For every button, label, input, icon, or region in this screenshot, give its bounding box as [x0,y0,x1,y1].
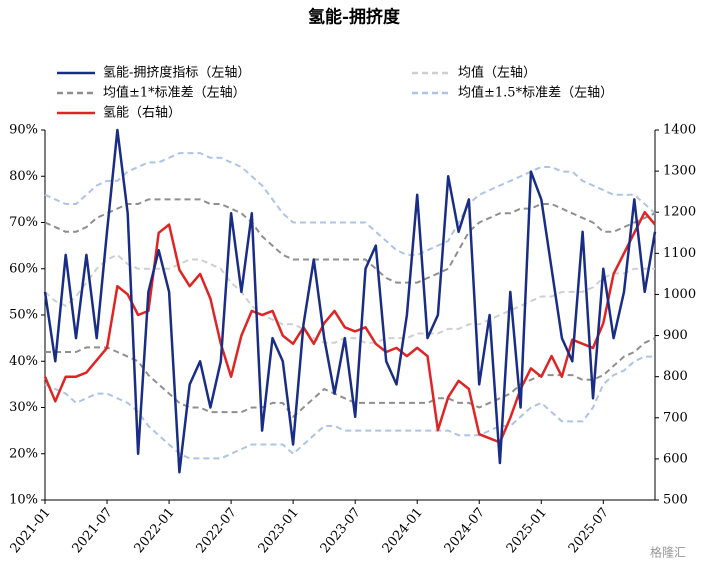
x-tick-label: 2025-07 [566,505,612,556]
y2-tick-label: 1100 [663,246,696,261]
x-tick-label: 2024-07 [442,505,488,556]
legend-label: 均值（左轴） [458,65,536,81]
series-line [44,253,655,344]
series-line [44,355,655,460]
x-tick-label: 2022-07 [194,505,240,556]
y-tick-label: 10% [9,493,38,508]
y-tick-label: 30% [9,400,38,415]
y2-tick-label: 500 [663,493,688,508]
y-tick-label: 50% [9,308,38,323]
legend-label: 氢能（右轴） [103,106,181,121]
y2-tick-label: 1200 [663,205,696,220]
legend-label: 均值±1*标准差（左轴） [103,85,246,101]
y-tick-label: 20% [9,446,38,461]
y2-tick-label: 900 [663,328,688,343]
series-line [44,152,656,256]
y2-tick-label: 700 [663,410,688,425]
x-tick-label: 2023-07 [318,505,364,556]
y2-tick-label: 1400 [663,123,696,138]
series-line [44,198,656,284]
y2-tick-label: 600 [663,451,688,466]
legend-label: 氢能-拥挤度指标（左轴） [103,65,250,81]
y-tick-label: 70% [9,215,38,230]
y-tick-label: 40% [9,354,38,369]
x-tick-label: 2023-01 [256,505,302,556]
x-tick-label: 2022-01 [132,505,178,556]
x-tick-label: 2024-01 [380,505,426,556]
y2-tick-label: 800 [663,369,688,384]
legend-label: 均值±1.5*标准差（左轴） [458,85,613,101]
y-tick-label: 90% [9,123,38,138]
y-tick-label: 60% [9,261,38,276]
y-tick-label: 80% [9,169,38,184]
x-tick-label: 2021-07 [70,505,116,556]
series-line [43,128,657,474]
y2-tick-label: 1300 [663,164,696,179]
chart-title: 氢能-拥挤度 [308,7,401,28]
x-tick-label: 2025-01 [504,505,550,556]
x-tick-label: 2021-01 [8,505,54,556]
watermark: 格隆汇 [650,545,686,560]
series-line [45,337,656,418]
y2-tick-label: 1000 [663,287,696,302]
